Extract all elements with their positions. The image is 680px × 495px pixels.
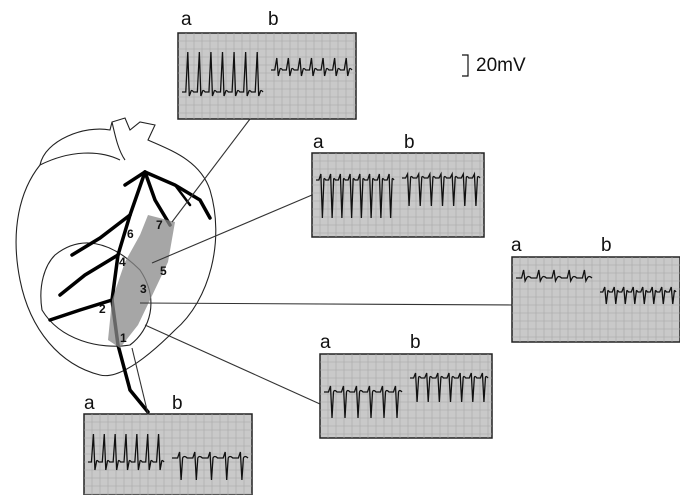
- recording-panel: [177, 32, 357, 120]
- ecg-trace: [402, 171, 481, 207]
- site-label: 5: [160, 264, 167, 278]
- recording-panel: [511, 256, 680, 343]
- panel-background: [311, 152, 485, 238]
- connector: [171, 118, 251, 223]
- lesion: [108, 215, 175, 348]
- site-label: 2: [99, 302, 106, 316]
- panel-background: [83, 413, 253, 495]
- connector: [144, 324, 321, 405]
- site-label: 1: [120, 331, 127, 345]
- ecg-trace: [172, 451, 249, 481]
- panel-label: a: [181, 9, 192, 30]
- ecg-trace: [271, 57, 353, 77]
- panel-background: [177, 32, 357, 120]
- panel-label: a: [320, 332, 331, 353]
- panel-label: a: [313, 132, 324, 153]
- recording-panel: [83, 413, 253, 495]
- panel-label: b: [601, 235, 612, 256]
- scale-label: 20mV: [476, 55, 526, 76]
- ecg-trace: [316, 173, 395, 219]
- panel-label: b: [172, 393, 183, 414]
- ecg-trace: [516, 269, 593, 284]
- recording-panel: [311, 152, 485, 238]
- ecg-trace: [324, 385, 403, 419]
- site-label: 4: [119, 255, 126, 269]
- panel-label: b: [410, 332, 421, 353]
- ecg-trace: [600, 286, 677, 305]
- scale-bar: [462, 54, 469, 77]
- panel-background: [319, 353, 493, 439]
- panel-label: a: [84, 393, 95, 414]
- panel-background: [511, 256, 680, 343]
- connector: [131, 347, 149, 415]
- connector: [151, 194, 313, 264]
- panel-label: b: [404, 132, 415, 153]
- site-label: 6: [127, 227, 134, 241]
- panel-label: b: [268, 9, 279, 30]
- panel-label: a: [511, 235, 522, 256]
- connectors: [131, 118, 513, 415]
- ecg-trace: [410, 372, 489, 403]
- connector: [139, 302, 513, 306]
- recording-panel: [319, 353, 493, 439]
- site-label: 7: [156, 218, 163, 232]
- site-label: 3: [140, 282, 147, 296]
- heart: [15, 117, 217, 377]
- ecg-trace: [182, 51, 264, 97]
- ecg-trace: [88, 433, 165, 471]
